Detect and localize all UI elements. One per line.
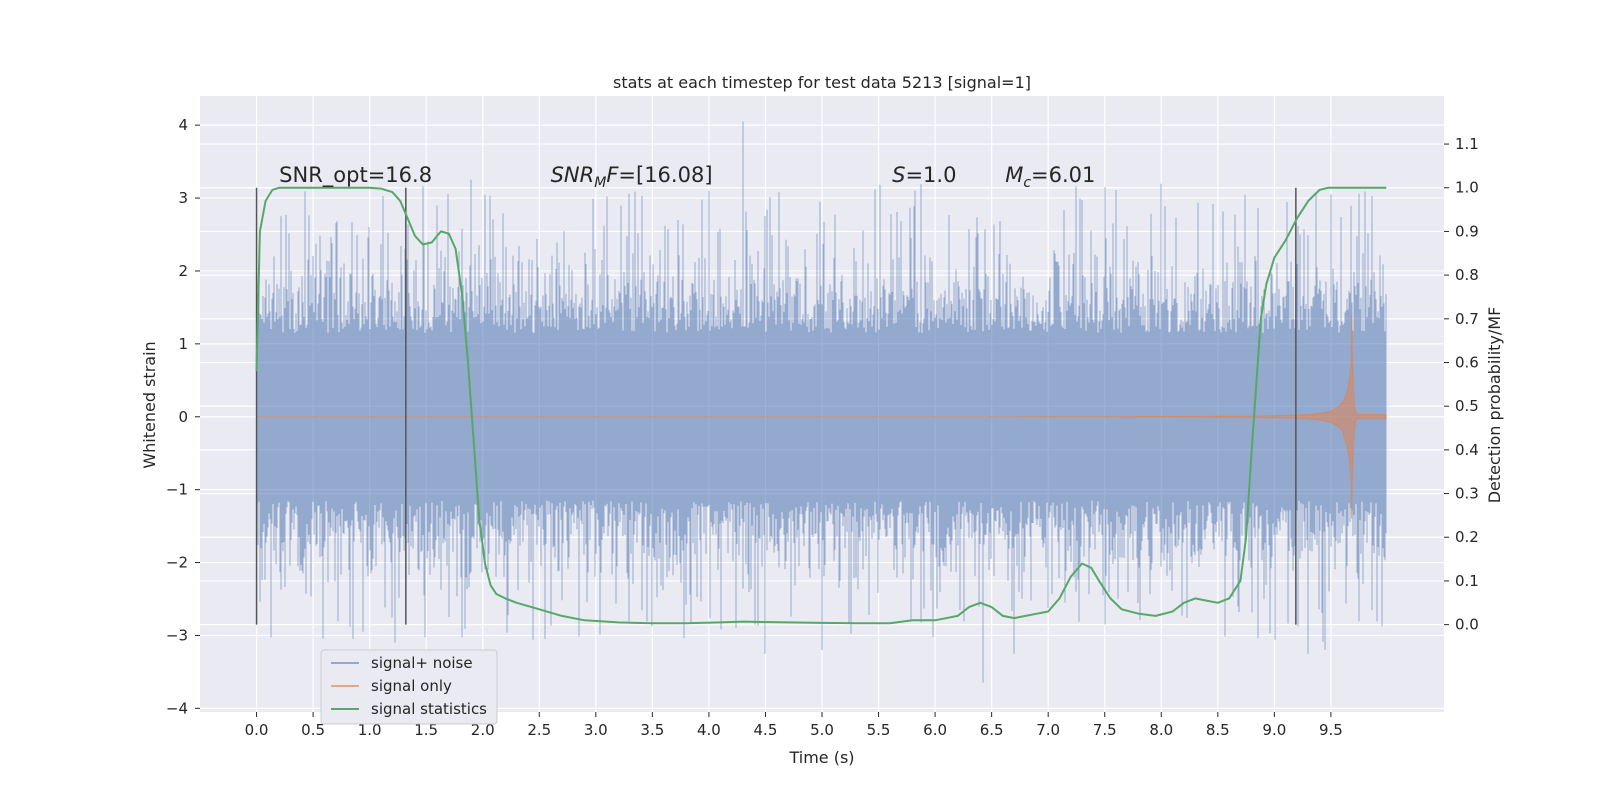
x-tick-label-5: 2.5 <box>527 721 551 739</box>
y2-axis-label: Detection probability/MF <box>1485 307 1504 504</box>
y2-tick-label-4: 0.4 <box>1455 441 1479 459</box>
legend-label-signal-only: signal only <box>371 677 452 695</box>
x-tick-label-0: 0.0 <box>245 721 269 739</box>
vertical-markers <box>255 187 1297 625</box>
annotation-0: SNR_opt=16.8 <box>279 163 432 188</box>
legend-box <box>320 649 498 725</box>
y2-tick-label-6: 0.6 <box>1455 353 1479 371</box>
x-tick-label-8: 4.0 <box>697 721 721 739</box>
y2-tick-label-8: 0.8 <box>1455 266 1479 284</box>
legend: signal+ noise signal only signal statist… <box>320 649 498 725</box>
series-signal-statistics <box>255 186 1387 625</box>
y-axis-label: Whitened strain <box>140 341 159 468</box>
y2-tick-label-10: 1.0 <box>1455 179 1479 197</box>
y-tick-label-1: −3 <box>166 626 188 644</box>
y2-tick-label-9: 0.9 <box>1455 222 1479 240</box>
x-tick-label-17: 8.5 <box>1206 721 1230 739</box>
x-tick-label-6: 3.0 <box>584 721 608 739</box>
x-tick-label-19: 9.5 <box>1319 721 1343 739</box>
annotation-3: Mc=6.01 <box>1005 163 1095 191</box>
annotation-1: SNRMF=[16.08] <box>551 163 713 191</box>
legend-label-signal-statistics: signal statistics <box>371 700 487 718</box>
series-signal-only <box>256 314 1387 519</box>
y-tick-label-6: 2 <box>178 262 188 280</box>
x-tick-label-18: 9.0 <box>1262 721 1286 739</box>
y-tick-label-3: −1 <box>166 481 188 499</box>
y2-tick-label-2: 0.2 <box>1455 528 1479 546</box>
y2-tick-label-3: 0.3 <box>1455 485 1479 503</box>
annotation-2: S=1.0 <box>892 163 956 187</box>
chirp-envelope <box>256 314 1387 519</box>
y-tick-label-0: −4 <box>166 699 188 717</box>
x-tick-label-16: 8.0 <box>1149 721 1173 739</box>
axis-ticks: 0.0 0.5 1.0 1.5 2.0 2.5 3.0 3.5 4.0 4.5 5.0 5.5 6.0 6… <box>166 116 1479 739</box>
x-tick-label-1: 0.5 <box>301 721 325 739</box>
y2-tick-label-5: 0.5 <box>1455 397 1479 415</box>
y-tick-label-2: −2 <box>166 554 188 572</box>
y-tick-label-4: 0 <box>178 408 188 426</box>
x-tick-label-13: 6.5 <box>980 721 1004 739</box>
x-tick-label-3: 1.5 <box>414 721 438 739</box>
y-tick-label-7: 3 <box>178 189 188 207</box>
y2-tick-label-11: 1.1 <box>1455 135 1479 153</box>
y2-tick-label-7: 0.7 <box>1455 310 1479 328</box>
y2-tick-label-1: 0.1 <box>1455 572 1479 590</box>
y-tick-label-8: 4 <box>178 116 188 134</box>
x-tick-label-9: 4.5 <box>754 721 778 739</box>
annotations: SNR_opt=16.8 SNRMF=[16.08] S=1.0 Mc=6.01 <box>279 163 1095 191</box>
x-tick-label-15: 7.5 <box>1093 721 1117 739</box>
legend-label-signal-noise: signal+ noise <box>371 654 473 672</box>
x-tick-label-7: 3.5 <box>640 721 664 739</box>
x-tick-label-10: 5.0 <box>810 721 834 739</box>
y2-tick-label-0: 0.0 <box>1455 616 1479 634</box>
x-tick-label-4: 2.0 <box>471 721 495 739</box>
x-tick-label-12: 6.0 <box>923 721 947 739</box>
chart-title: stats at each timestep for test data 521… <box>613 73 1031 92</box>
x-tick-label-14: 7.0 <box>1036 721 1060 739</box>
statistics-line <box>255 186 1387 625</box>
x-axis-label: Time (s) <box>788 748 854 767</box>
x-tick-label-11: 5.5 <box>867 721 891 739</box>
x-tick-label-2: 1.0 <box>358 721 382 739</box>
y-tick-label-5: 1 <box>178 335 188 353</box>
